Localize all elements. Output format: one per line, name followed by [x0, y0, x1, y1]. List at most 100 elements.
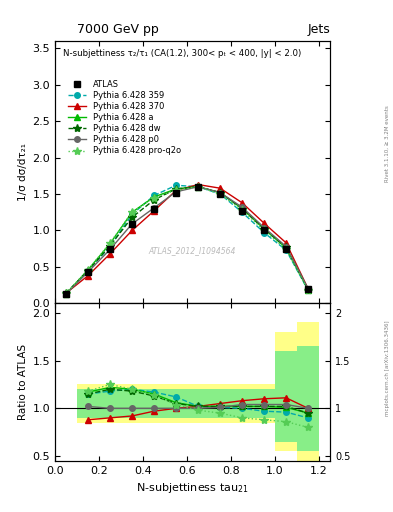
- Pythia 6.428 370: [196, 181, 200, 187]
- Line: Pythia 6.428 370: Pythia 6.428 370: [63, 182, 311, 296]
- Pythia 6.428 a: [108, 241, 112, 247]
- Pythia 6.428 370: [174, 187, 178, 194]
- Pythia 6.428 370: [306, 286, 310, 292]
- Pythia 6.428 a: [306, 286, 310, 292]
- Text: mcplots.cern.ch [arXiv:1306.3436]: mcplots.cern.ch [arXiv:1306.3436]: [385, 321, 389, 416]
- Pythia 6.428 pro-q2o: [306, 287, 310, 293]
- Pythia 6.428 dw: [284, 244, 288, 250]
- Pythia 6.428 p0: [284, 243, 288, 249]
- Pythia 6.428 p0: [196, 184, 200, 190]
- Pythia 6.428 pro-q2o: [130, 209, 134, 216]
- Pythia 6.428 a: [152, 194, 156, 200]
- Pythia 6.428 dw: [306, 286, 310, 292]
- Pythia 6.428 a: [262, 226, 266, 232]
- Pythia 6.428 pro-q2o: [152, 195, 156, 201]
- Pythia 6.428 dw: [152, 197, 156, 203]
- Pythia 6.428 359: [108, 243, 112, 249]
- Pythia 6.428 370: [240, 200, 244, 206]
- Line: Pythia 6.428 a: Pythia 6.428 a: [63, 184, 311, 296]
- Pythia 6.428 dw: [86, 267, 90, 273]
- Pythia 6.428 359: [306, 287, 310, 293]
- Pythia 6.428 pro-q2o: [240, 207, 244, 213]
- Pythia 6.428 a: [284, 245, 288, 251]
- Pythia 6.428 370: [262, 220, 266, 226]
- ATLAS: [108, 246, 112, 252]
- ATLAS: [284, 246, 288, 252]
- Pythia 6.428 dw: [64, 290, 68, 296]
- Pythia 6.428 a: [174, 186, 178, 192]
- Y-axis label: 1/σ dσ/dτ₂₁: 1/σ dσ/dτ₂₁: [18, 143, 28, 201]
- Pythia 6.428 359: [64, 291, 68, 297]
- Pythia 6.428 p0: [218, 189, 222, 196]
- Pythia 6.428 p0: [306, 286, 310, 292]
- Text: ATLAS_2012_I1094564: ATLAS_2012_I1094564: [149, 246, 236, 255]
- Line: Pythia 6.428 359: Pythia 6.428 359: [63, 182, 311, 296]
- Pythia 6.428 a: [240, 205, 244, 211]
- Pythia 6.428 370: [108, 251, 112, 257]
- Pythia 6.428 370: [64, 290, 68, 296]
- Pythia 6.428 370: [218, 185, 222, 191]
- Pythia 6.428 dw: [130, 215, 134, 221]
- Pythia 6.428 359: [284, 247, 288, 253]
- Pythia 6.428 359: [196, 184, 200, 190]
- Line: Pythia 6.428 p0: Pythia 6.428 p0: [63, 184, 311, 296]
- Pythia 6.428 p0: [174, 189, 178, 195]
- ATLAS: [64, 291, 68, 297]
- Pythia 6.428 p0: [64, 291, 68, 297]
- Pythia 6.428 p0: [130, 221, 134, 227]
- ATLAS: [86, 269, 90, 275]
- Pythia 6.428 p0: [262, 224, 266, 230]
- Pythia 6.428 359: [86, 267, 90, 273]
- Pythia 6.428 dw: [108, 243, 112, 249]
- Pythia 6.428 359: [240, 209, 244, 216]
- ATLAS: [174, 189, 178, 196]
- Pythia 6.428 370: [86, 272, 90, 279]
- ATLAS: [218, 191, 222, 197]
- Line: Pythia 6.428 pro-q2o: Pythia 6.428 pro-q2o: [62, 183, 312, 297]
- Pythia 6.428 359: [174, 182, 178, 188]
- Text: 7000 GeV pp: 7000 GeV pp: [77, 23, 159, 36]
- Pythia 6.428 dw: [262, 226, 266, 232]
- ATLAS: [196, 184, 200, 190]
- Pythia 6.428 359: [262, 229, 266, 236]
- ATLAS: [306, 286, 310, 292]
- Text: Jets: Jets: [307, 23, 330, 36]
- Pythia 6.428 a: [86, 267, 90, 273]
- Pythia 6.428 359: [152, 193, 156, 199]
- Pythia 6.428 a: [64, 291, 68, 297]
- Pythia 6.428 pro-q2o: [262, 227, 266, 233]
- Pythia 6.428 a: [196, 184, 200, 190]
- Pythia 6.428 pro-q2o: [196, 184, 200, 190]
- Pythia 6.428 dw: [240, 205, 244, 211]
- Pythia 6.428 p0: [240, 204, 244, 210]
- ATLAS: [240, 208, 244, 214]
- Pythia 6.428 359: [130, 211, 134, 218]
- Legend: ATLAS, Pythia 6.428 359, Pythia 6.428 370, Pythia 6.428 a, Pythia 6.428 dw, Pyth: ATLAS, Pythia 6.428 359, Pythia 6.428 37…: [65, 77, 184, 159]
- Pythia 6.428 359: [218, 191, 222, 197]
- ATLAS: [130, 221, 134, 227]
- Y-axis label: Ratio to ATLAS: Ratio to ATLAS: [18, 344, 28, 420]
- Pythia 6.428 p0: [108, 246, 112, 252]
- Pythia 6.428 p0: [86, 269, 90, 275]
- Pythia 6.428 370: [152, 208, 156, 214]
- Pythia 6.428 dw: [196, 184, 200, 190]
- Pythia 6.428 370: [130, 227, 134, 233]
- Pythia 6.428 pro-q2o: [86, 267, 90, 273]
- ATLAS: [262, 227, 266, 233]
- Pythia 6.428 dw: [218, 189, 222, 196]
- Line: Pythia 6.428 dw: Pythia 6.428 dw: [62, 183, 312, 297]
- Line: ATLAS: ATLAS: [62, 183, 312, 297]
- Pythia 6.428 pro-q2o: [218, 191, 222, 197]
- Pythia 6.428 a: [130, 209, 134, 216]
- Pythia 6.428 pro-q2o: [284, 246, 288, 252]
- Pythia 6.428 pro-q2o: [174, 187, 178, 194]
- Pythia 6.428 370: [284, 240, 288, 246]
- Pythia 6.428 p0: [152, 205, 156, 211]
- Pythia 6.428 pro-q2o: [64, 290, 68, 296]
- Pythia 6.428 pro-q2o: [108, 240, 112, 246]
- Pythia 6.428 dw: [174, 186, 178, 192]
- X-axis label: N-subjettiness tau$_{21}$: N-subjettiness tau$_{21}$: [136, 481, 249, 495]
- Text: N-subjettiness τ₂/τ₁ (CA(1.2), 300< pₜ < 400, |y| < 2.0): N-subjettiness τ₂/τ₁ (CA(1.2), 300< pₜ <…: [63, 49, 301, 58]
- ATLAS: [152, 205, 156, 211]
- Text: Rivet 3.1.10, ≥ 3.2M events: Rivet 3.1.10, ≥ 3.2M events: [385, 105, 389, 182]
